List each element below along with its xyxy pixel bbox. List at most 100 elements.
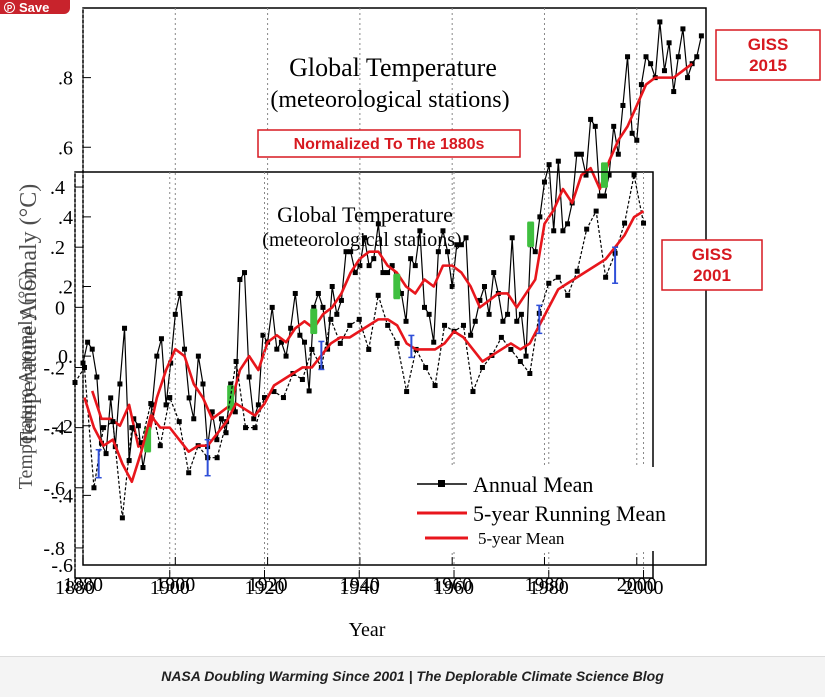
giss2001-annual-point xyxy=(366,346,372,352)
giss2015-annual-point xyxy=(126,458,132,464)
giss2015-annual-point xyxy=(426,311,432,317)
giss2015-annual-point xyxy=(551,228,557,234)
giss2015-x-tick-label: 1920 xyxy=(248,574,288,596)
giss2015-annual-point xyxy=(389,263,395,269)
legend-5yr-label: 5-year Mean xyxy=(478,529,565,548)
giss2001-annual-point xyxy=(100,425,106,431)
annotation-line: 2015 xyxy=(749,56,787,75)
save-button[interactable]: P Save xyxy=(0,0,70,14)
giss2015-y-tick-label: .2 xyxy=(58,277,73,299)
giss2001-annual-point xyxy=(508,346,514,352)
giss2001-y-tick-label: .4 xyxy=(50,177,65,199)
giss2015-x-tick-label: 1960 xyxy=(432,574,472,596)
giss2015-annual-point xyxy=(689,61,695,67)
giss2015-annual-point xyxy=(186,395,192,401)
giss2015-y-tick-label: -.6 xyxy=(51,555,73,577)
giss2015-annual-point xyxy=(89,346,95,352)
giss2015-annual-point xyxy=(362,235,368,241)
giss2001-x-tick-label: 1900 xyxy=(150,577,190,599)
giss2015-annual-point xyxy=(158,336,164,342)
giss2015-annual-point xyxy=(297,332,303,338)
giss2015-annual-point xyxy=(329,284,335,289)
giss2015-annual-point xyxy=(352,270,358,276)
giss2015-annual-point xyxy=(85,339,91,345)
annotation-normalized: Normalized To The 1880s xyxy=(257,129,521,158)
giss2001-annual-point xyxy=(375,292,381,298)
giss2015-annual-point xyxy=(694,54,700,60)
giss2001-running-mean-line xyxy=(83,209,645,484)
caption-text: NASA Doubling Warming Since 2001 | The D… xyxy=(161,668,664,684)
giss2001-annual-point xyxy=(479,364,485,370)
giss2015-annual-point xyxy=(578,151,584,157)
giss2015-annual-point xyxy=(274,346,280,352)
legend-running-label: 5-year Running Mean xyxy=(473,501,666,526)
giss2015-annual-point xyxy=(472,318,478,324)
giss2015-annual-point xyxy=(154,353,160,359)
giss2015-annual-point xyxy=(643,54,649,60)
giss2015-text: GISS 2015 xyxy=(748,35,789,75)
giss2015-annual-point xyxy=(638,82,644,88)
giss2001-annual-point xyxy=(167,395,173,401)
giss2015-annual-point xyxy=(371,256,377,262)
giss2015-annual-point xyxy=(583,172,589,178)
y-axis-label-giss2001: Temperature Anomaly (°C) xyxy=(15,271,37,490)
giss2015-annual-point xyxy=(140,465,146,471)
giss2001-y-tick-label: .2 xyxy=(50,237,65,259)
giss2015-annual-point xyxy=(421,304,427,310)
giss2001-x-tick-label: 2000 xyxy=(624,577,664,599)
giss2015-annual-point xyxy=(560,228,566,234)
giss2001-x-tick-label: 1980 xyxy=(529,577,569,599)
giss-2015-chart: .8 .6 .4 .2 0. -.2 -.4 -.6 1880 1900 1920 1940 1960… xyxy=(51,7,707,596)
giss2015-annual-point xyxy=(625,54,631,60)
giss2015-annual-point xyxy=(592,123,598,129)
giss2015-y-tick-label: -.4 xyxy=(51,485,73,507)
giss2015-annual-point xyxy=(481,284,487,289)
giss2015-annual-point xyxy=(491,270,497,276)
giss2001-y-tick-label: -.4 xyxy=(43,418,65,440)
giss2015-annual-point xyxy=(634,137,640,143)
giss2015-annual-point xyxy=(541,179,547,185)
giss2001-annual-point xyxy=(385,322,391,328)
giss2015-annual-point xyxy=(680,26,686,32)
y-axis-label-giss2015: Temperature Anomaly (°C) xyxy=(16,184,42,447)
giss2001-x-ticks: 1880 1900 1920 1940 1960 1980 2000 xyxy=(55,570,664,599)
giss2001-annual-point xyxy=(460,322,466,328)
giss2015-annual-point xyxy=(417,228,423,234)
annotation-giss2001: GISS 2001 xyxy=(661,239,763,291)
giss2001-x-tick-label: 1880 xyxy=(55,577,95,599)
giss2015-annual-point xyxy=(103,451,109,457)
giss2001-annual-point xyxy=(110,419,116,425)
giss2015-annual-point xyxy=(385,270,391,276)
giss2001-annual-point xyxy=(309,346,315,352)
giss2015-annual-point xyxy=(260,332,266,338)
giss2015-subtitle: (meteorological stations) xyxy=(270,87,509,113)
chart-canvas: .8.6.4.20.-.2-.4-.6 1880 1900 1920 1940 1960… xyxy=(15,7,821,641)
giss2015-annual-point xyxy=(302,339,308,345)
giss2001-annual-point xyxy=(157,443,163,449)
giss2015-annual-point xyxy=(315,290,321,296)
giss2015-annual-point xyxy=(191,416,197,422)
giss2015-annual-point xyxy=(306,388,312,394)
giss2015-annual-point xyxy=(463,235,469,241)
giss2015-annual-point xyxy=(269,304,275,310)
giss2015-annual-point xyxy=(172,311,178,317)
giss2015-annual-point xyxy=(80,360,86,366)
giss2001-annual-point xyxy=(546,280,552,286)
giss2015-annual-point xyxy=(195,353,201,359)
giss2001-annual-point xyxy=(641,220,647,226)
giss2015-annual-point xyxy=(94,374,100,380)
giss2001-annual-point xyxy=(470,389,476,395)
giss2001-box xyxy=(661,239,763,291)
giss2001-annual-point xyxy=(423,364,429,370)
giss2001-annual-point xyxy=(252,425,258,431)
giss2015-annual-point xyxy=(122,325,128,331)
giss2015-annual-point xyxy=(408,256,414,262)
giss2015-annual-point xyxy=(343,249,349,255)
giss2001-annual-point xyxy=(129,425,135,431)
giss2015-annual-point xyxy=(661,68,667,74)
giss2001-x-tick-label: 1960 xyxy=(434,577,474,599)
caption-bar: NASA Doubling Warming Since 2001 | The D… xyxy=(0,656,825,697)
giss2001-annual-point xyxy=(442,322,448,328)
giss2015-y-tick-label: .6 xyxy=(58,137,73,159)
giss2015-annual-point xyxy=(486,311,492,317)
